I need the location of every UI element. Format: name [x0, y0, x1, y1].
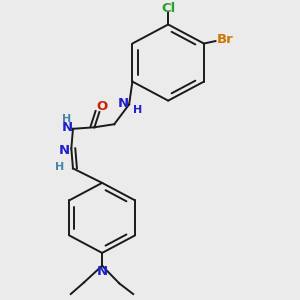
Text: N: N	[58, 144, 70, 157]
Text: Cl: Cl	[161, 2, 175, 15]
Text: N: N	[118, 97, 129, 110]
Text: H: H	[133, 105, 142, 115]
Text: O: O	[96, 100, 108, 113]
Text: H: H	[62, 114, 72, 124]
Text: N: N	[97, 265, 108, 278]
Text: Br: Br	[216, 33, 233, 46]
Text: N: N	[61, 121, 73, 134]
Text: H: H	[55, 162, 64, 172]
